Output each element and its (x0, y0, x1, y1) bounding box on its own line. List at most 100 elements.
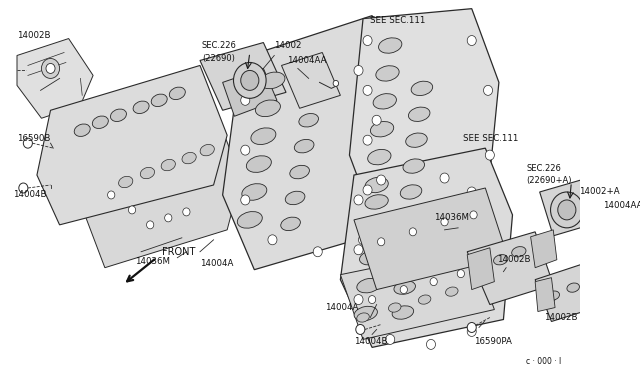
Ellipse shape (170, 87, 186, 100)
Ellipse shape (400, 185, 422, 199)
Circle shape (426, 339, 435, 349)
Ellipse shape (111, 109, 127, 122)
Ellipse shape (260, 72, 285, 89)
Text: SEE SEC.111: SEE SEC.111 (371, 16, 426, 25)
Ellipse shape (92, 116, 108, 128)
Circle shape (400, 286, 408, 294)
Text: 14002B: 14002B (544, 313, 578, 322)
Circle shape (409, 228, 417, 236)
Circle shape (241, 70, 259, 90)
Polygon shape (37, 65, 227, 225)
Circle shape (356, 324, 365, 334)
Polygon shape (540, 178, 600, 236)
Polygon shape (467, 232, 553, 305)
Circle shape (354, 65, 363, 76)
Ellipse shape (360, 250, 383, 265)
Ellipse shape (403, 159, 424, 173)
Ellipse shape (285, 191, 305, 205)
Text: 14004A: 14004A (325, 303, 358, 312)
Polygon shape (467, 248, 494, 290)
Circle shape (376, 175, 386, 185)
Ellipse shape (290, 165, 310, 179)
Ellipse shape (237, 212, 262, 228)
Text: FRONT: FRONT (162, 247, 195, 257)
Text: c · 000 · l: c · 000 · l (526, 357, 561, 366)
Circle shape (46, 64, 55, 73)
Ellipse shape (118, 176, 133, 188)
Polygon shape (349, 9, 499, 228)
Circle shape (147, 221, 154, 229)
Circle shape (490, 283, 499, 293)
Ellipse shape (242, 184, 267, 200)
Ellipse shape (408, 107, 430, 121)
Ellipse shape (151, 94, 167, 106)
Ellipse shape (371, 122, 394, 137)
Polygon shape (531, 230, 557, 268)
Circle shape (485, 150, 494, 160)
Circle shape (550, 192, 583, 228)
Polygon shape (340, 148, 513, 347)
Circle shape (333, 80, 339, 86)
Circle shape (487, 227, 496, 237)
Ellipse shape (411, 81, 433, 96)
Text: (22690+A): (22690+A) (526, 176, 572, 185)
Circle shape (363, 36, 372, 45)
Circle shape (395, 215, 404, 225)
Text: 14002B: 14002B (497, 255, 531, 264)
Text: 14004AA: 14004AA (287, 56, 326, 65)
Ellipse shape (392, 306, 413, 319)
Text: 14002: 14002 (275, 41, 301, 50)
Ellipse shape (397, 231, 419, 244)
Ellipse shape (246, 156, 271, 172)
Text: SEE SEC.111: SEE SEC.111 (463, 134, 518, 143)
Text: 14002+A: 14002+A (579, 187, 620, 196)
Ellipse shape (74, 124, 90, 137)
Circle shape (234, 62, 266, 98)
Circle shape (241, 195, 250, 205)
Circle shape (440, 173, 449, 183)
Circle shape (42, 58, 60, 78)
Circle shape (164, 214, 172, 222)
Ellipse shape (200, 144, 214, 156)
Ellipse shape (419, 295, 431, 304)
Ellipse shape (281, 217, 300, 231)
Circle shape (108, 191, 115, 199)
Polygon shape (82, 118, 241, 268)
Ellipse shape (365, 177, 388, 193)
Ellipse shape (406, 133, 428, 147)
Circle shape (268, 235, 277, 245)
Circle shape (467, 36, 476, 45)
Polygon shape (535, 262, 606, 321)
Polygon shape (588, 168, 640, 224)
Polygon shape (354, 188, 508, 290)
Circle shape (430, 278, 437, 286)
Circle shape (372, 115, 381, 125)
Text: 14004B: 14004B (354, 337, 387, 346)
Polygon shape (223, 68, 277, 116)
Polygon shape (17, 39, 93, 118)
Ellipse shape (547, 291, 559, 300)
Circle shape (467, 323, 476, 333)
Text: 16590B: 16590B (17, 134, 51, 143)
Ellipse shape (367, 150, 391, 165)
Circle shape (363, 185, 372, 195)
Ellipse shape (140, 167, 154, 179)
Circle shape (386, 334, 395, 344)
Ellipse shape (512, 247, 526, 257)
Circle shape (441, 218, 448, 226)
Text: 14036M: 14036M (135, 257, 170, 266)
Text: 14004AA: 14004AA (603, 201, 640, 211)
Text: 14036M: 14036M (434, 214, 468, 222)
Ellipse shape (373, 94, 396, 109)
Polygon shape (535, 278, 555, 311)
Circle shape (129, 206, 136, 214)
Circle shape (472, 203, 481, 213)
Ellipse shape (294, 140, 314, 153)
Polygon shape (223, 16, 404, 270)
Text: 14002B: 14002B (17, 31, 51, 40)
Text: (22690): (22690) (202, 54, 235, 63)
Ellipse shape (133, 101, 149, 113)
Circle shape (354, 195, 363, 205)
Circle shape (457, 270, 465, 278)
Circle shape (241, 145, 250, 155)
